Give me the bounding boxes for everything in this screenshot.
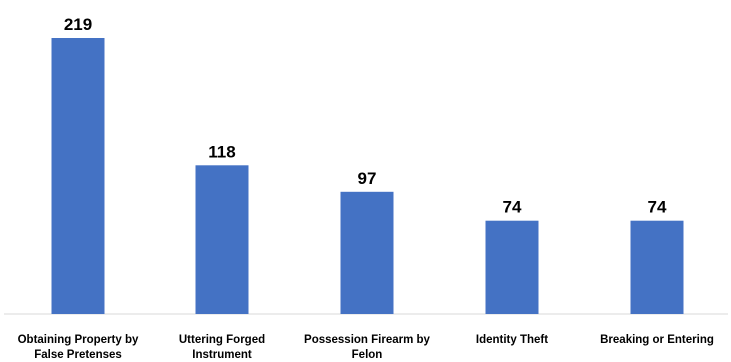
- category-labels-group: Obtaining Property by False Pretenses Utte…: [18, 334, 714, 361]
- bar: [485, 220, 539, 314]
- bar: [630, 220, 684, 314]
- category-label: Identity Theft: [476, 334, 548, 346]
- data-labels-group: 219 118 97 74 74: [64, 15, 667, 217]
- category-label: Possession Firearm by: [304, 334, 431, 346]
- category-label: Obtaining Property by: [18, 334, 139, 346]
- data-label: 74: [503, 198, 522, 217]
- bars-group: [51, 38, 684, 314]
- category-label: False Pretenses: [34, 349, 122, 361]
- category-label: Instrument: [192, 349, 252, 361]
- bar: [195, 165, 249, 314]
- data-label: 118: [208, 142, 235, 161]
- category-label: Felon: [352, 349, 383, 361]
- data-label: 97: [358, 169, 377, 188]
- bar: [340, 191, 394, 314]
- category-label: Breaking or Entering: [600, 334, 714, 346]
- bar: [51, 38, 105, 314]
- category-label: Uttering Forged: [179, 334, 265, 346]
- data-label: 219: [64, 15, 92, 34]
- data-label: 74: [648, 198, 667, 217]
